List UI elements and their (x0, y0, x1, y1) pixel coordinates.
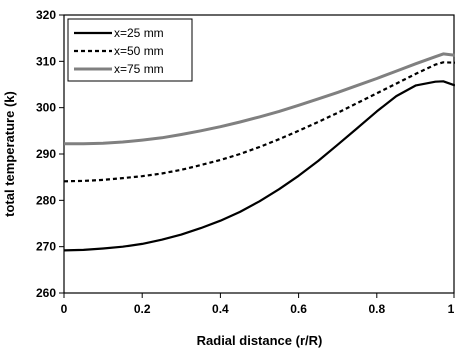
y-axis-title: total temperature (k) (2, 91, 17, 217)
x-axis-title: Radial distance (r/R) (197, 333, 323, 348)
x-tick-label: 0 (61, 302, 68, 316)
y-tick-label: 320 (36, 8, 56, 22)
legend-label-3: x=75 mm (114, 62, 164, 76)
y-tick-label: 270 (36, 240, 56, 254)
series-line-2 (63, 61, 455, 183)
x-tick-label: 1 (448, 302, 455, 316)
y-tick-label: 260 (36, 286, 56, 300)
y-tick-label: 280 (36, 193, 56, 207)
series-line-1 (63, 80, 455, 252)
y-tick-label: 310 (36, 54, 56, 68)
legend-label-1: x=25 mm (114, 26, 164, 40)
legend: x=25 mm x=50 mm x=75 mm (67, 18, 193, 82)
x-tick-label: 0.6 (290, 302, 307, 316)
series-line-3 (64, 52, 455, 146)
x-tick-label: 0.8 (368, 302, 385, 316)
series-layer (63, 52, 455, 252)
x-tick-label: 0.2 (134, 302, 151, 316)
y-axis-ticks: 260 270 280 290 300 310 320 (36, 8, 64, 300)
x-tick-label: 0.4 (212, 302, 229, 316)
y-tick-label: 290 (36, 147, 56, 161)
y-tick-label: 300 (36, 101, 56, 115)
legend-label-2: x=50 mm (114, 44, 164, 58)
x-axis-ticks: 0 0.2 0.4 0.6 0.8 1 (61, 293, 455, 316)
